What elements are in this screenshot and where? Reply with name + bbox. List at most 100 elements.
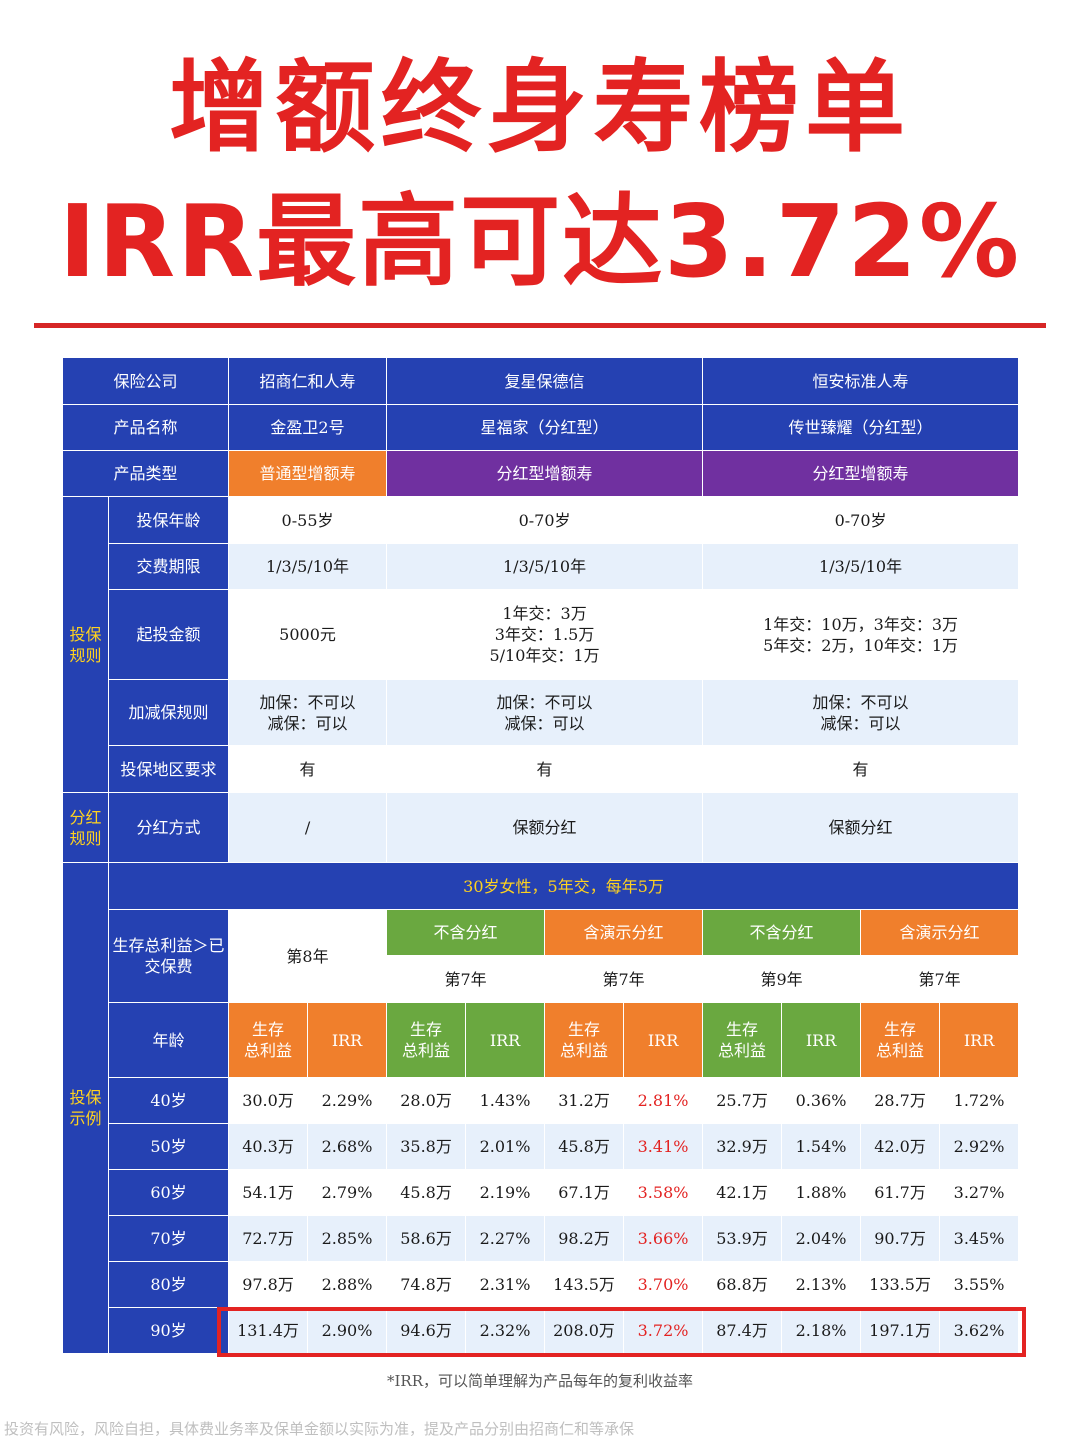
product-type-1: 普通型增额寿 — [228, 450, 388, 497]
rule-label: 投保地区要求 — [107, 745, 230, 793]
header-line: 总利益 — [718, 1041, 767, 1060]
age-column-header: 年龄 — [107, 1002, 230, 1078]
row-label-type: 产品类型 — [61, 450, 230, 497]
table-row: 生存总利益＞已交保费 第8年 不含分红 含演示分红 不含分红 含演示分红 — [63, 909, 1020, 1003]
header-line: 生存 — [252, 1020, 285, 1039]
rule-value: 0-70岁 — [386, 496, 704, 544]
product-type-3: 分红型增额寿 — [702, 450, 1020, 497]
rule-line: 减保：可以 — [820, 713, 901, 733]
sub-header-with-dividend: 含演示分红 — [544, 909, 704, 956]
benefit-cell: 28.0万 — [386, 1077, 467, 1124]
benefit-cell: 72.7万 — [228, 1215, 309, 1262]
table-row: 产品类型 普通型增额寿 分红型增额寿 分红型增额寿 — [61, 450, 1020, 497]
irr-column-header: IRR — [781, 1002, 862, 1078]
irr-cell: 3.27% — [939, 1169, 1020, 1216]
irr-column-header: IRR — [307, 1002, 388, 1078]
rule-label: 投保年龄 — [107, 496, 230, 544]
age-cell: 90岁 — [107, 1307, 230, 1354]
table-row: 分红规则 分红方式 / 保额分红 保额分红 — [62, 792, 1020, 863]
rule-label: 起投金额 — [107, 589, 230, 680]
benefit-cell: 58.6万 — [386, 1215, 467, 1262]
product-name-3: 传世臻耀（分红型） — [702, 404, 1020, 451]
table-row: 年龄 生存 总利益 IRR 生存 总利益 IRR 生存 总利益 IRR 生存 总利益 IRR 生存 总利益… — [63, 1002, 1020, 1078]
breakeven-label: 生存总利益＞已交保费 — [107, 909, 230, 1003]
page-title-line2: IRR最高可达3.72% — [58, 183, 1022, 300]
product-name-2: 星福家（分红型） — [386, 404, 704, 451]
irr-cell: 3.45% — [939, 1215, 1020, 1262]
rule-label: 交费期限 — [107, 543, 230, 590]
table-row: 交费期限 1/3/5/10年 1/3/5/10年 1/3/5/10年 — [63, 543, 1020, 590]
benefit-cell: 97.8万 — [228, 1261, 309, 1308]
irr-cell: 3.41% — [623, 1123, 704, 1170]
benefit-cell: 131.4万 — [228, 1307, 309, 1354]
benefit-cell: 28.7万 — [860, 1077, 941, 1124]
irr-cell: 2.81% — [623, 1077, 704, 1124]
irr-cell: 2.29% — [307, 1077, 388, 1124]
irr-cell: 2.01% — [465, 1123, 546, 1170]
irr-column-header: IRR — [623, 1002, 704, 1078]
scenario-banner: 30岁女性，5年交，每年5万 — [107, 862, 1020, 910]
breakeven-year: 第9年 — [702, 955, 862, 1003]
dividend-value: 保额分红 — [386, 792, 704, 863]
section-label-rules: 投保规则 — [62, 496, 109, 793]
rule-line: 5/10年交：1万 — [489, 646, 600, 665]
benefit-column-header: 生存 总利益 — [702, 1002, 783, 1078]
irr-cell: 3.55% — [939, 1261, 1020, 1308]
benefit-cell: 35.8万 — [386, 1123, 467, 1170]
irr-cell: 2.90% — [307, 1307, 388, 1354]
rule-value-min-amount-2: 1年交：3万 3年交：1.5万 5/10年交：1万 — [386, 589, 704, 680]
rule-value-adjust-1: 加保：不可以 减保：可以 — [228, 679, 388, 746]
table-row: 50岁 40.3万 2.68% 35.8万 2.01% 45.8万 3.41% 32.9万 1.… — [63, 1123, 1020, 1170]
benefit-cell: 61.7万 — [860, 1169, 941, 1216]
table-row: 60岁 54.1万 2.79% 45.8万 2.19% 67.1万 3.58% 42.1万 1.… — [63, 1169, 1020, 1216]
header-line: 生存 — [726, 1020, 759, 1039]
rule-value: 1/3/5/10年 — [386, 543, 704, 590]
irr-cell: 0.36% — [781, 1077, 862, 1124]
benefit-cell: 30.0万 — [228, 1077, 309, 1124]
comparison-table: 保险公司 招商仁和人寿 复星保德信 恒安标准人寿 产品名称 金盈卫2号 星福家（… — [61, 357, 1020, 1354]
irr-cell: 3.66% — [623, 1215, 704, 1262]
header-line: 总利益 — [876, 1041, 925, 1060]
header-line: 总利益 — [560, 1041, 609, 1060]
table-row: 第7年 第7年 第9年 第7年 — [63, 955, 1020, 1003]
age-cell: 70岁 — [107, 1215, 230, 1262]
row-label-product: 产品名称 — [61, 404, 230, 451]
rule-line: 5000元 — [279, 625, 336, 644]
irr-cell: 3.62% — [939, 1307, 1020, 1354]
irr-cell: 2.18% — [781, 1307, 862, 1354]
table-row: 90岁 131.4万 2.90% 94.6万 2.32% 208.0万 3.72% 87.4万… — [63, 1307, 1020, 1354]
benefit-cell: 45.8万 — [386, 1169, 467, 1216]
table-row: 投保地区要求 有 有 有 — [63, 745, 1020, 793]
rule-line: 1年交：3万 — [502, 604, 587, 623]
disclaimer: 投资有风险，风险自担，具体费业务率及保单金额以实际为准，提及产品分别由招商仁和等… — [4, 1420, 635, 1438]
table-row: 80岁 97.8万 2.88% 74.8万 2.31% 143.5万 3.70% 68.8万 2… — [63, 1261, 1020, 1308]
sub-header-no-dividend: 不含分红 — [386, 909, 546, 956]
benefit-cell: 208.0万 — [544, 1307, 625, 1354]
row-label-company: 保险公司 — [61, 357, 230, 405]
table-row: 40岁 30.0万 2.29% 28.0万 1.43% 31.2万 2.81% 25.7万 0.… — [63, 1077, 1020, 1124]
irr-cell: 2.79% — [307, 1169, 388, 1216]
rule-value-min-amount-1: 5000元 — [228, 589, 388, 680]
table-row: 投保示例 30岁女性，5年交，每年5万 — [62, 862, 1020, 1354]
benefit-column-header: 生存 总利益 — [544, 1002, 625, 1078]
header-line: 生存 — [884, 1020, 917, 1039]
rule-value: 1/3/5/10年 — [228, 543, 388, 590]
sub-header-with-dividend: 含演示分红 — [860, 909, 1020, 956]
rule-line: 3年交：1.5万 — [494, 625, 595, 644]
product-type-2: 分红型增额寿 — [386, 450, 704, 497]
rule-value: 有 — [702, 745, 1020, 793]
irr-cell: 2.13% — [781, 1261, 862, 1308]
dividend-label: 分红方式 — [107, 792, 230, 863]
benefit-cell: 40.3万 — [228, 1123, 309, 1170]
irr-cell: 2.31% — [465, 1261, 546, 1308]
irr-column-header: IRR — [939, 1002, 1020, 1078]
benefit-cell: 67.1万 — [544, 1169, 625, 1216]
benefit-column-header: 生存 总利益 — [386, 1002, 467, 1078]
irr-cell: 2.85% — [307, 1215, 388, 1262]
irr-footnote: *IRR，可以简单理解为产品每年的复利收益率 — [386, 1372, 693, 1390]
header-line: 总利益 — [244, 1041, 293, 1060]
table-row: 加减保规则 加保：不可以 减保：可以 加保：不可以 减保：可以 加保：不可以 减… — [63, 679, 1020, 746]
section-label-dividend: 分红规则 — [62, 792, 109, 863]
benefit-cell: 42.0万 — [860, 1123, 941, 1170]
rule-line: 减保：可以 — [504, 713, 585, 733]
